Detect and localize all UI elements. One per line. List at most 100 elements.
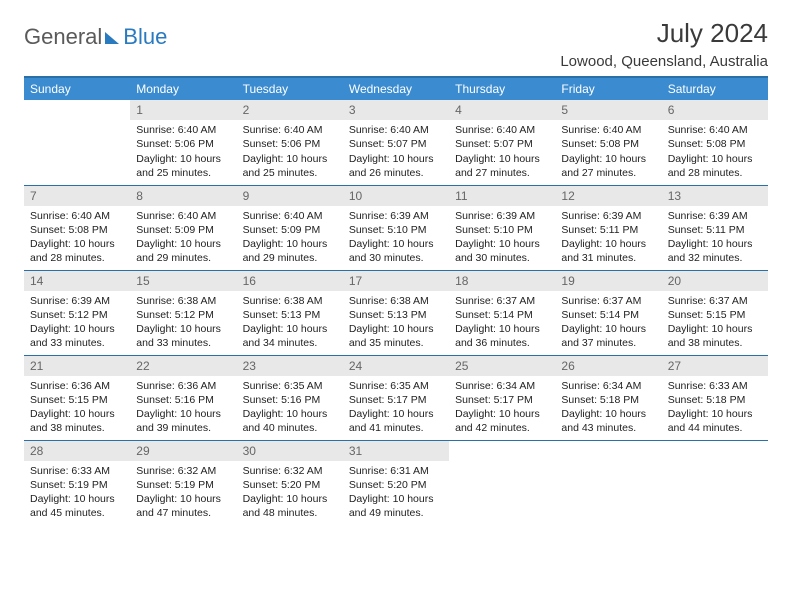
day-details: Sunrise: 6:37 AMSunset: 5:14 PMDaylight:… xyxy=(449,291,555,355)
sunrise-text: Sunrise: 6:32 AM xyxy=(136,464,230,478)
calendar-cell xyxy=(555,440,661,525)
day-number: 25 xyxy=(449,356,555,376)
day-number: 22 xyxy=(130,356,236,376)
day-number: 9 xyxy=(237,186,343,206)
calendar-cell: 9Sunrise: 6:40 AMSunset: 5:09 PMDaylight… xyxy=(237,185,343,270)
sunrise-text: Sunrise: 6:37 AM xyxy=(668,294,762,308)
daylight-text: Daylight: 10 hours xyxy=(668,407,762,421)
daylight-text: and 37 minutes. xyxy=(561,336,655,350)
day-details: Sunrise: 6:40 AMSunset: 5:07 PMDaylight:… xyxy=(343,120,449,184)
calendar-cell: 27Sunrise: 6:33 AMSunset: 5:18 PMDayligh… xyxy=(662,355,768,440)
calendar-cell: 31Sunrise: 6:31 AMSunset: 5:20 PMDayligh… xyxy=(343,440,449,525)
calendar-cell: 16Sunrise: 6:38 AMSunset: 5:13 PMDayligh… xyxy=(237,270,343,355)
calendar-cell: 28Sunrise: 6:33 AMSunset: 5:19 PMDayligh… xyxy=(24,440,130,525)
calendar-cell: 1Sunrise: 6:40 AMSunset: 5:06 PMDaylight… xyxy=(130,100,236,185)
calendar-table: SundayMondayTuesdayWednesdayThursdayFrid… xyxy=(24,76,768,525)
sunrise-text: Sunrise: 6:35 AM xyxy=(243,379,337,393)
sunrise-text: Sunrise: 6:40 AM xyxy=(243,123,337,137)
day-details: Sunrise: 6:33 AMSunset: 5:19 PMDaylight:… xyxy=(24,461,130,525)
month-title: July 2024 xyxy=(560,18,768,49)
calendar-week: 28Sunrise: 6:33 AMSunset: 5:19 PMDayligh… xyxy=(24,440,768,525)
calendar-cell: 2Sunrise: 6:40 AMSunset: 5:06 PMDaylight… xyxy=(237,100,343,185)
sunrise-text: Sunrise: 6:34 AM xyxy=(561,379,655,393)
sunrise-text: Sunrise: 6:40 AM xyxy=(561,123,655,137)
sunset-text: Sunset: 5:20 PM xyxy=(243,478,337,492)
day-details: Sunrise: 6:32 AMSunset: 5:19 PMDaylight:… xyxy=(130,461,236,525)
day-details: Sunrise: 6:40 AMSunset: 5:08 PMDaylight:… xyxy=(555,120,661,184)
sunset-text: Sunset: 5:06 PM xyxy=(243,137,337,151)
sunrise-text: Sunrise: 6:38 AM xyxy=(136,294,230,308)
day-details: Sunrise: 6:38 AMSunset: 5:12 PMDaylight:… xyxy=(130,291,236,355)
daylight-text: Daylight: 10 hours xyxy=(668,237,762,251)
brand-part2: Blue xyxy=(123,24,167,50)
sunrise-text: Sunrise: 6:40 AM xyxy=(136,209,230,223)
daylight-text: Daylight: 10 hours xyxy=(243,407,337,421)
calendar-cell: 29Sunrise: 6:32 AMSunset: 5:19 PMDayligh… xyxy=(130,440,236,525)
day-details: Sunrise: 6:40 AMSunset: 5:08 PMDaylight:… xyxy=(662,120,768,184)
day-details: Sunrise: 6:34 AMSunset: 5:18 PMDaylight:… xyxy=(555,376,661,440)
daylight-text: and 40 minutes. xyxy=(243,421,337,435)
day-details: Sunrise: 6:32 AMSunset: 5:20 PMDaylight:… xyxy=(237,461,343,525)
day-details: Sunrise: 6:36 AMSunset: 5:16 PMDaylight:… xyxy=(130,376,236,440)
day-details: Sunrise: 6:39 AMSunset: 5:11 PMDaylight:… xyxy=(555,206,661,270)
daylight-text: Daylight: 10 hours xyxy=(136,492,230,506)
day-details: Sunrise: 6:35 AMSunset: 5:16 PMDaylight:… xyxy=(237,376,343,440)
day-details: Sunrise: 6:40 AMSunset: 5:09 PMDaylight:… xyxy=(237,206,343,270)
brand-mark-icon xyxy=(105,32,119,44)
daylight-text: and 25 minutes. xyxy=(243,166,337,180)
day-number: 21 xyxy=(24,356,130,376)
daylight-text: Daylight: 10 hours xyxy=(455,237,549,251)
calendar-cell: 4Sunrise: 6:40 AMSunset: 5:07 PMDaylight… xyxy=(449,100,555,185)
calendar-cell: 18Sunrise: 6:37 AMSunset: 5:14 PMDayligh… xyxy=(449,270,555,355)
sunrise-text: Sunrise: 6:32 AM xyxy=(243,464,337,478)
calendar-body: 1Sunrise: 6:40 AMSunset: 5:06 PMDaylight… xyxy=(24,100,768,525)
daylight-text: Daylight: 10 hours xyxy=(561,322,655,336)
calendar-cell: 12Sunrise: 6:39 AMSunset: 5:11 PMDayligh… xyxy=(555,185,661,270)
day-number: 5 xyxy=(555,100,661,120)
calendar-cell: 24Sunrise: 6:35 AMSunset: 5:17 PMDayligh… xyxy=(343,355,449,440)
sunset-text: Sunset: 5:13 PM xyxy=(243,308,337,322)
sunrise-text: Sunrise: 6:33 AM xyxy=(30,464,124,478)
sunset-text: Sunset: 5:15 PM xyxy=(30,393,124,407)
sunrise-text: Sunrise: 6:38 AM xyxy=(243,294,337,308)
daylight-text: and 26 minutes. xyxy=(349,166,443,180)
sunrise-text: Sunrise: 6:39 AM xyxy=(455,209,549,223)
day-details: Sunrise: 6:40 AMSunset: 5:06 PMDaylight:… xyxy=(237,120,343,184)
day-header: Friday xyxy=(555,77,661,100)
daylight-text: and 35 minutes. xyxy=(349,336,443,350)
day-number: 19 xyxy=(555,271,661,291)
calendar-cell: 19Sunrise: 6:37 AMSunset: 5:14 PMDayligh… xyxy=(555,270,661,355)
daylight-text: Daylight: 10 hours xyxy=(30,407,124,421)
sunset-text: Sunset: 5:12 PM xyxy=(30,308,124,322)
sunset-text: Sunset: 5:14 PM xyxy=(561,308,655,322)
sunset-text: Sunset: 5:15 PM xyxy=(668,308,762,322)
day-details: Sunrise: 6:39 AMSunset: 5:11 PMDaylight:… xyxy=(662,206,768,270)
sunset-text: Sunset: 5:11 PM xyxy=(668,223,762,237)
calendar-cell: 10Sunrise: 6:39 AMSunset: 5:10 PMDayligh… xyxy=(343,185,449,270)
sunrise-text: Sunrise: 6:40 AM xyxy=(455,123,549,137)
sunrise-text: Sunrise: 6:35 AM xyxy=(349,379,443,393)
daylight-text: Daylight: 10 hours xyxy=(349,492,443,506)
daylight-text: and 38 minutes. xyxy=(30,421,124,435)
daylight-text: and 34 minutes. xyxy=(243,336,337,350)
calendar-cell: 17Sunrise: 6:38 AMSunset: 5:13 PMDayligh… xyxy=(343,270,449,355)
daylight-text: and 28 minutes. xyxy=(668,166,762,180)
calendar-cell: 6Sunrise: 6:40 AMSunset: 5:08 PMDaylight… xyxy=(662,100,768,185)
day-details: Sunrise: 6:40 AMSunset: 5:07 PMDaylight:… xyxy=(449,120,555,184)
day-details: Sunrise: 6:40 AMSunset: 5:09 PMDaylight:… xyxy=(130,206,236,270)
day-details: Sunrise: 6:31 AMSunset: 5:20 PMDaylight:… xyxy=(343,461,449,525)
calendar-cell: 13Sunrise: 6:39 AMSunset: 5:11 PMDayligh… xyxy=(662,185,768,270)
daylight-text: Daylight: 10 hours xyxy=(349,322,443,336)
day-number: 16 xyxy=(237,271,343,291)
sunrise-text: Sunrise: 6:40 AM xyxy=(668,123,762,137)
daylight-text: and 29 minutes. xyxy=(136,251,230,265)
daylight-text: Daylight: 10 hours xyxy=(136,322,230,336)
day-header: Wednesday xyxy=(343,77,449,100)
sunset-text: Sunset: 5:10 PM xyxy=(455,223,549,237)
day-number: 15 xyxy=(130,271,236,291)
day-details: Sunrise: 6:36 AMSunset: 5:15 PMDaylight:… xyxy=(24,376,130,440)
day-header: Saturday xyxy=(662,77,768,100)
sunrise-text: Sunrise: 6:39 AM xyxy=(668,209,762,223)
daylight-text: and 32 minutes. xyxy=(668,251,762,265)
sunset-text: Sunset: 5:18 PM xyxy=(668,393,762,407)
